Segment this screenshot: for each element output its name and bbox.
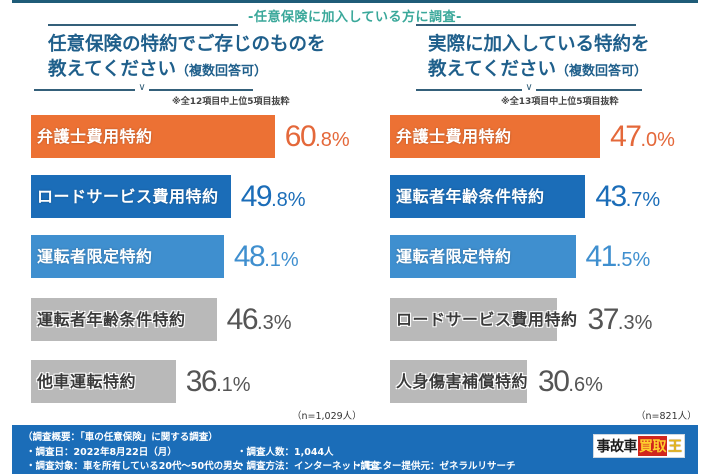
value-integer: 60 [284,120,317,153]
value-decimal: .7% [625,189,661,211]
value-integer: 41 [585,240,618,273]
bar-row: 運転者限定特約 41.5% [390,235,710,278]
bar [390,298,557,341]
bar-value-label: 48.1% [234,235,299,278]
bar-value-label: 43.7% [595,175,660,218]
bar-category-label: ロードサービス費用特約 [37,187,219,206]
bar-category-label: 運転者限定特約 [37,247,153,266]
value-decimal: .0% [640,129,675,151]
bar [31,298,217,341]
value-integer: 43 [595,180,627,213]
bar-value-label: 47.0% [610,115,675,158]
bar-category-label: 弁護士費用特約 [37,127,153,146]
bar-row: ロードサービス費用特約 49.8% [31,175,351,218]
bar [390,360,527,403]
value-decimal: .8% [315,129,350,151]
bar-value-label: 36.1% [186,360,251,403]
summary-respondents: ・調査人数：1,044人 [237,447,334,458]
survey-summary-panel: （調査概要：「車の任意保険」に関する調査） ・調査日：2022年8月22日（月）… [12,425,698,474]
logo-text-1: 事故車 [596,439,638,455]
bar-row: 弁護士費用特約 47.0% [390,115,710,158]
bar-value-label: 30.6% [538,360,603,403]
bar-row: 弁護士費用特約 60.8% [31,115,351,158]
chart-panel-enrolled: 実際に加入している特約を 教えてください（複数回答可） ∨ ※全13項目中上位5… [355,0,710,422]
bar-category-label: 運転者年齢条件特約 [396,187,545,206]
question-bottom-rule: ∨ [416,82,642,96]
question-bottom-rule: ∨ [34,82,253,96]
chevron-down-icon: ∨ [138,82,146,93]
value-integer: 30 [538,365,570,398]
logo-text-3: 王 [668,439,682,455]
bar-category-label: 運転者年齢条件特約 [37,310,186,329]
value-decimal: .1% [216,374,251,396]
value-decimal: .1% [264,249,299,271]
bar-row: 人身傷害補償特約 30.6% [390,360,710,403]
value-decimal: .8% [271,189,306,211]
survey-subtitle: -任意保険に加入している方に調査- [248,10,462,25]
bar [31,115,275,158]
note-top5: ※全13項目中上位5項目抜粋 [501,97,619,107]
question-line-1: 実際に加入している特約を [428,34,650,55]
bar-row: 運転者限定特約 48.1% [31,235,351,278]
bar-value-label: 60.8% [285,115,350,158]
bar-value-label: 46.3% [227,298,292,341]
bar-value-label: 49.8% [241,175,306,218]
value-decimal: .6% [568,374,603,396]
question-top-rule [416,24,636,26]
value-decimal: .3% [617,312,653,334]
chevron-down-icon: ∨ [525,82,533,93]
question-line-2: 教えてください [48,59,177,80]
note-top5: ※全12項目中上位5項目抜粋 [172,97,290,107]
bar-category-label: 弁護士費用特約 [396,127,512,146]
value-integer: 37 [587,303,620,336]
value-integer: 36 [185,365,218,398]
value-decimal: .3% [257,312,292,334]
value-decimal: .5% [615,249,651,271]
chart-panel-known: 任意保険の特約でご存じのものを 教えてください（複数回答可） ∨ ※全12項目中… [0,0,362,422]
bar-value-label: 37.3% [588,298,653,341]
bar [31,175,231,218]
sample-size: （n=1,029人） [292,411,362,422]
bar-row: 運転者年齢条件特約 43.7% [390,175,710,218]
bar-row: 他車運転特約 36.1% [31,360,351,403]
bar-category-label: 運転者限定特約 [396,247,512,266]
question-suffix: （複数回答可） [556,64,648,79]
summary-monitor-provider: ・モニター提供元：ゼネラルリサーチ [354,461,516,472]
question-title: 実際に加入している特約を 教えてください（複数回答可） [428,32,650,84]
bar-category-label: 人身傷害補償特約 [396,372,529,391]
bar [31,360,176,403]
brand-logo: 事故車 買取王 [593,434,685,458]
question-line-1: 任意保険の特約でご存じのものを [48,34,326,55]
summary-target: ・調査対象：車を所有している20代～50代の男女 [26,461,243,472]
logo-text-2: 買取 [638,436,667,456]
question-title: 任意保険の特約でご存じのものを 教えてください（複数回答可） [48,32,326,84]
bar-value-label: 41.5% [586,235,651,278]
bar-row: 運転者年齢条件特約 46.3% [31,298,351,341]
top-rule [12,0,698,3]
value-integer: 47 [610,120,642,153]
question-suffix: （複数回答可） [176,64,268,79]
bar-category-label: 他車運転特約 [37,372,137,391]
value-integer: 49 [240,180,273,213]
summary-method: ・調査方法：インターネット調査 [237,461,380,472]
bar-category-label: ロードサービス費用特約 [396,310,578,329]
bar [31,235,224,278]
value-integer: 46 [226,303,259,336]
question-line-2: 教えてください [428,59,557,80]
sample-size: （n=821人） [636,411,697,422]
bar-row: ロードサービス費用特約 37.3% [390,298,710,341]
bar [390,175,586,218]
bar [390,235,576,278]
value-integer: 48 [233,240,266,273]
summary-title: （調査概要：「車の任意保険」に関する調査） [23,432,218,443]
summary-date: ・調査日：2022年8月22日（月） [26,447,177,458]
question-top-rule [48,24,238,26]
bar [390,115,601,158]
